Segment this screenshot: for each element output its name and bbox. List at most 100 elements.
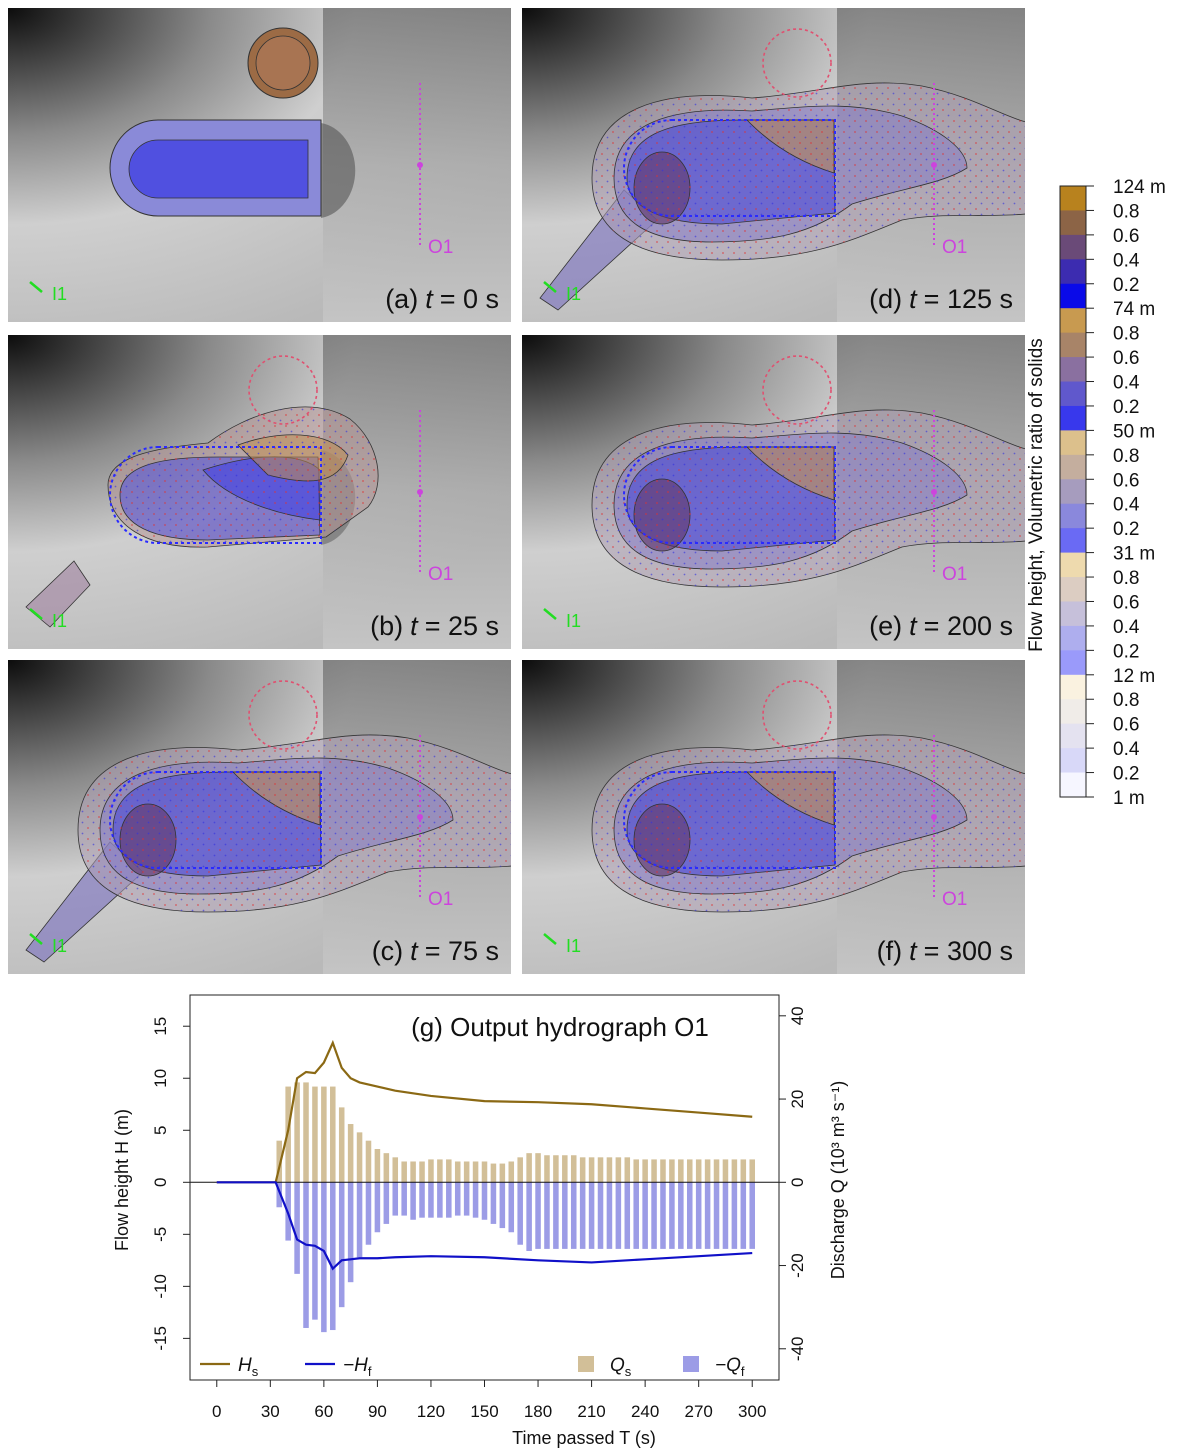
- x-tick-label: 180: [524, 1402, 552, 1421]
- colorbar-tick-label: 74 m: [1113, 299, 1155, 320]
- map-panel: O1 I1 (d) t = 125 s: [522, 8, 1025, 322]
- bar: [437, 1159, 443, 1183]
- colorbar-swatch: [1060, 577, 1086, 602]
- bar: [392, 1157, 399, 1183]
- bar: [553, 1155, 559, 1183]
- bar: [356, 1182, 363, 1258]
- panel-label: (a) t = 0 s: [385, 284, 499, 314]
- bar: [463, 1161, 470, 1183]
- bar: [660, 1159, 666, 1183]
- legend-subscript: f: [741, 1364, 745, 1379]
- bar: [570, 1182, 577, 1249]
- inlet-label: I1: [52, 936, 67, 956]
- bar: [722, 1182, 729, 1249]
- bar: [383, 1182, 390, 1224]
- colorbar-tick-label: 0.2: [1113, 764, 1139, 785]
- bar: [401, 1161, 407, 1183]
- line: [216, 1181, 753, 1271]
- colorbar-tick-label: 0.4: [1113, 495, 1140, 516]
- panel-time: = 75 s: [425, 936, 499, 966]
- flow-contour: [25, 560, 91, 628]
- reservoir-outline: [109, 771, 322, 869]
- bar: [312, 1182, 318, 1320]
- colorbar-tick-label: 0.8: [1113, 446, 1139, 467]
- bar: [669, 1182, 675, 1249]
- outlet-point: [931, 489, 937, 495]
- bar: [499, 1182, 506, 1229]
- bar: [740, 1159, 747, 1183]
- bar: [722, 1159, 729, 1183]
- flow-vectors: [592, 734, 1025, 912]
- bar: [544, 1182, 550, 1249]
- bar: [615, 1182, 622, 1249]
- colorbar-swatch: [1060, 699, 1086, 725]
- bar: [365, 1140, 372, 1183]
- panel-var: t: [909, 611, 918, 641]
- y-tick-label: -5: [151, 1227, 170, 1242]
- colorbar-swatch: [1060, 430, 1086, 456]
- bar: [695, 1159, 702, 1183]
- panel-content: O1 I1 (d) t = 125 s: [522, 8, 1025, 322]
- chart-title: (g) Output hydrograph O1: [411, 1012, 709, 1042]
- panel-label: (c) t = 75 s: [372, 936, 499, 966]
- x-axis-title: Time passed T (s): [512, 1428, 656, 1448]
- panel-var: t: [425, 284, 434, 314]
- bar: [562, 1155, 568, 1183]
- y2-tick-label: -40: [788, 1336, 807, 1361]
- x-tick-label: 210: [577, 1402, 605, 1421]
- colorbar-swatch: [1060, 234, 1086, 260]
- inlet-label: I1: [52, 611, 67, 631]
- bar: [749, 1159, 755, 1183]
- inlet-arrow: [543, 933, 557, 945]
- bar: [330, 1182, 336, 1331]
- bar: [704, 1159, 711, 1183]
- y-axis-title: Flow height H (m): [112, 1109, 132, 1251]
- bar: [651, 1159, 657, 1183]
- colorbar-swatch: [1060, 528, 1086, 554]
- y-tick-label: 10: [151, 1069, 170, 1088]
- inlet-arrow: [29, 281, 43, 293]
- bar: [669, 1159, 675, 1183]
- bar: [695, 1182, 702, 1249]
- outlet-label: O1: [428, 564, 453, 585]
- bar: [312, 1086, 318, 1183]
- colorbar-swatch: [1060, 283, 1086, 309]
- outlet-label: O1: [942, 564, 967, 585]
- panel-var: t: [909, 284, 918, 314]
- map-panel: O1 I1 (b) t = 25 s: [8, 335, 511, 649]
- outlet-point: [931, 814, 937, 820]
- bar: [490, 1182, 497, 1224]
- y2-tick-label: 20: [788, 1090, 807, 1109]
- x-tick-label: 240: [631, 1402, 659, 1421]
- bar: [338, 1182, 345, 1308]
- landslide-outline: [762, 680, 832, 750]
- bar: [446, 1159, 452, 1183]
- bar: [579, 1182, 586, 1249]
- bar: [428, 1182, 434, 1218]
- colorbar-swatch: [1060, 381, 1086, 407]
- inlet-arrow: [29, 608, 43, 620]
- legend-label: Hs: [238, 1355, 259, 1379]
- bar: [588, 1182, 595, 1249]
- bar: [624, 1182, 631, 1249]
- bar: [303, 1182, 309, 1328]
- colorbar-frame: [1059, 185, 1087, 798]
- landslide-outline: [762, 28, 832, 98]
- bar: [740, 1182, 747, 1249]
- reservoir-outline: [109, 446, 322, 544]
- legend-subscript: s: [252, 1364, 259, 1379]
- colorbar-tick-label: 0.2: [1113, 519, 1139, 540]
- colorbar-tick-label: 0.8: [1113, 201, 1139, 222]
- flow-vectors: [78, 734, 511, 912]
- bar: [651, 1182, 657, 1249]
- dam-shadow: [321, 123, 356, 218]
- outlet-label: O1: [942, 889, 967, 910]
- bar: [472, 1182, 479, 1218]
- y-tick-label: 5: [151, 1126, 170, 1135]
- panel-content: O1 I1 (c) t = 75 s: [8, 660, 511, 974]
- x-tick-label: 300: [738, 1402, 766, 1421]
- colorbar-swatch: [1060, 650, 1086, 676]
- landslide-core: [255, 35, 311, 91]
- flow-vectors: [108, 406, 379, 548]
